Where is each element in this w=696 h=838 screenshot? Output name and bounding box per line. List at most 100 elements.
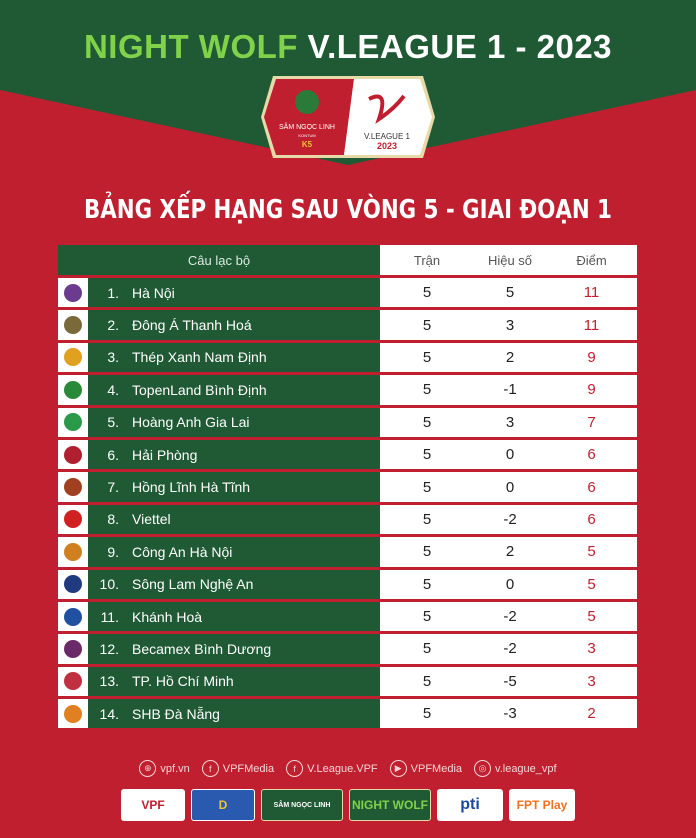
club-logo [58, 310, 88, 340]
goal-difference: 2 [505, 543, 515, 561]
played: 5 [422, 381, 432, 399]
rank: 4. [107, 381, 119, 398]
club-logo [58, 537, 88, 567]
facebook-icon: f [286, 760, 304, 777]
title: NIGHT WOLF V.LEAGUE 1 - 2023 [0, 28, 696, 66]
table-row: 9. Công An Hà Nội 5 2 5 [58, 537, 637, 567]
club-logo [58, 472, 88, 502]
club-name: Hà Nội [132, 284, 175, 301]
goal-difference: 0 [505, 575, 515, 593]
table-row: 2. Đông Á Thanh Hoá 5 3 11 [58, 310, 637, 340]
club-name: SHB Đà Nẵng [132, 705, 220, 722]
points: 3 [587, 672, 596, 690]
facebook-icon: f [201, 760, 219, 777]
social-label: VPFMedia [410, 762, 463, 775]
points: 9 [587, 348, 596, 366]
social-link[interactable]: f V.League.VPF [286, 760, 378, 777]
goal-difference: -1 [503, 381, 517, 399]
sponsor-pti-logo: pti [437, 789, 503, 821]
sponsor-fptplay-logo: FPT Play [509, 789, 575, 821]
club-crest-icon [64, 445, 82, 464]
played: 5 [422, 446, 432, 464]
table-row: 3. Thép Xanh Nam Định 5 2 9 [58, 342, 637, 373]
club-name: Hải Phòng [132, 446, 198, 463]
svg-text:K5: K5 [302, 140, 313, 149]
points: 5 [587, 608, 596, 626]
club-crest-icon [64, 575, 82, 594]
club-crest-icon [64, 639, 82, 658]
club-logo [58, 342, 88, 373]
club-name: Hoàng Anh Gia Lai [132, 414, 250, 431]
points: 6 [587, 446, 596, 464]
club-logo [58, 439, 88, 470]
rank: 10. [99, 576, 119, 593]
social-links: ⊕ vpf.vn f VPFMedia f V.League.VPF ▶ VPFMedia ◎ v… [0, 760, 696, 777]
header-points: Điểm [576, 252, 607, 268]
points: 3 [587, 640, 596, 658]
club-crest-icon [64, 478, 82, 497]
social-label: vpf.vn [160, 762, 190, 775]
played: 5 [422, 316, 432, 334]
club-name: TopenLand Bình Định [132, 381, 267, 398]
club-name: Khánh Hoà [132, 608, 203, 625]
points: 11 [583, 284, 600, 302]
club-name: Sông Lam Nghệ An [132, 576, 254, 593]
table-row: 7. Hồng Lĩnh Hà Tĩnh 5 0 6 [58, 472, 637, 502]
club-logo [58, 666, 88, 697]
points: 5 [587, 543, 596, 561]
club-crest-icon [64, 607, 82, 626]
goal-difference: -2 [503, 640, 517, 658]
club-name: Viettel [132, 511, 171, 528]
played: 5 [422, 672, 432, 690]
goal-difference: -5 [503, 672, 517, 690]
social-link[interactable]: ◎ v.league_vpf [474, 760, 557, 777]
rank: 8. [107, 511, 119, 528]
youtube-icon: ▶ [389, 760, 407, 777]
header-played: Trận [413, 252, 441, 268]
club-crest-icon [64, 704, 82, 723]
rank: 14. [99, 705, 119, 722]
table-row: 8. Viettel 5 -2 6 [58, 504, 637, 535]
social-link[interactable]: ⊕ vpf.vn [139, 760, 190, 777]
goal-difference: 3 [505, 316, 515, 334]
rank: 13. [99, 673, 119, 690]
rank: 3. [107, 349, 119, 366]
points: 6 [587, 510, 596, 528]
club-name: Hồng Lĩnh Hà Tĩnh [132, 479, 251, 496]
goal-difference: 0 [505, 478, 515, 496]
club-crest-icon [64, 672, 82, 691]
points: 7 [587, 413, 596, 431]
rank: 6. [107, 446, 119, 463]
club-logo [58, 601, 88, 632]
played: 5 [422, 575, 432, 593]
goal-difference: -3 [503, 705, 517, 723]
played: 5 [422, 284, 432, 302]
instagram-icon: ◎ [474, 760, 492, 777]
table-row: 11. Khánh Hoà 5 -2 5 [58, 601, 637, 632]
table-row: 13. TP. Hồ Chí Minh 5 -5 3 [58, 666, 637, 697]
header-club: Câu lạc bộ [58, 245, 380, 275]
club-crest-icon [64, 380, 82, 399]
club-crest-icon [64, 413, 82, 432]
played: 5 [422, 348, 432, 366]
sponsor-vpf-logo: VPF [121, 789, 185, 821]
played: 5 [422, 510, 432, 528]
social-link[interactable]: ▶ VPFMedia [389, 760, 463, 777]
goal-difference: -2 [503, 608, 517, 626]
social-link[interactable]: f VPFMedia [201, 760, 275, 777]
svg-text:SÂM NGỌC LINH: SÂM NGỌC LINH [279, 122, 335, 131]
social-label: V.League.VPF [307, 762, 378, 775]
club-logo [58, 634, 88, 664]
table-row: 4. TopenLand Bình Định 5 -1 9 [58, 375, 637, 405]
club-logo [58, 375, 88, 405]
club-crest-icon [64, 510, 82, 529]
goal-difference: 0 [505, 446, 515, 464]
points: 9 [587, 381, 596, 399]
table-row: 14. SHB Đà Nẵng 5 -3 2 [58, 699, 637, 729]
svg-text:V.LEAGUE 1: V.LEAGUE 1 [364, 132, 411, 141]
points: 11 [583, 316, 600, 334]
social-label: VPFMedia [222, 762, 275, 775]
table-row: 12. Becamex Bình Dương 5 -2 3 [58, 634, 637, 664]
table-row: 5. Hoàng Anh Gia Lai 5 3 7 [58, 407, 637, 437]
